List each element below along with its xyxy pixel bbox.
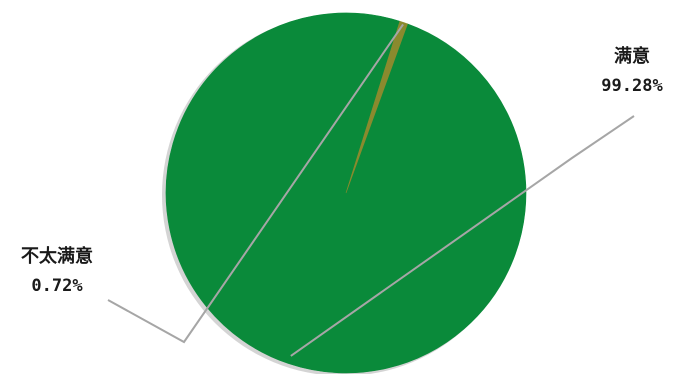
leader-line-satisfied (290, 115, 635, 357)
label-unsatisfied-value: 0.72% (31, 276, 83, 296)
pie-slices (165, 12, 527, 374)
slice-unsatisfied (345, 20, 408, 194)
data-labels: 满意 99.28% 不太满意 0.72% (21, 45, 663, 296)
leader-line-unsatisfied (107, 23, 404, 344)
label-satisfied-name: 满意 (614, 45, 650, 67)
leader-lines (107, 23, 635, 357)
label-satisfied-value: 99.28% (601, 76, 663, 96)
label-unsatisfied-name: 不太满意 (21, 245, 93, 267)
